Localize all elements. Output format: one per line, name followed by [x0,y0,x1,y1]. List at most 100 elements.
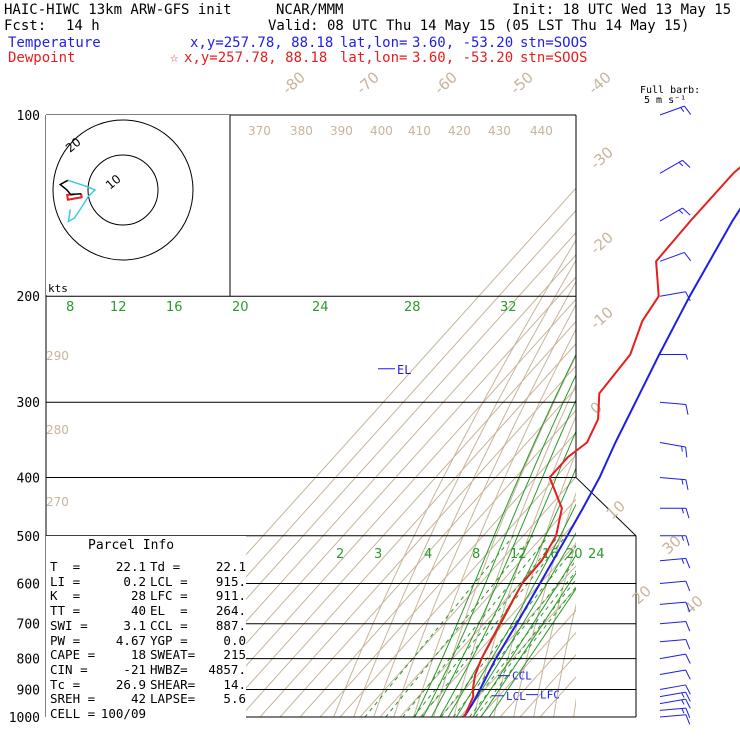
parcel-param-name: YGP = [150,632,188,648]
pressure-tick-label: 600 [17,577,40,592]
isotherm-line [299,409,576,717]
wind-barb-staff [659,653,686,660]
isotherm-label: -50 [507,68,537,98]
wind-barb-full [685,404,689,415]
pressure-tick-label: 300 [17,396,40,411]
parcel-param-value: 3.1 [123,617,146,633]
wind-barb-staff [659,691,686,698]
wind-barb [659,620,691,632]
wind-barb [659,653,691,664]
wind-barb [659,684,691,695]
mixing-ratio-line [364,535,514,717]
parcel-info-row: CIN = -21 HWBZ= 4857. [50,662,246,677]
isotherm-line [499,631,576,717]
wind-barb-full [685,691,691,702]
wind-barb-full [685,479,689,491]
mixing-ratio-label: 24 [588,547,605,562]
parcel-info-row: LI = 0.2 LCL = 915. [50,573,246,589]
dry-adiabat-line [533,540,576,717]
wind-barb [660,535,690,546]
wind-barb-staff [659,442,686,448]
wind-barb-full [685,621,691,632]
wind-barb-full [685,639,691,650]
isotherm-label: 40 [681,592,707,618]
dry-adiabat-line [592,115,740,730]
parcel-param-name: LCL = [150,573,188,589]
wind-barb-full [685,291,691,302]
wind-barb-full [685,669,691,680]
parcel-info-row: K = 28 LFC = 911. [50,589,246,603]
theta-label: 280 [46,423,69,437]
isotherm-line [239,342,576,717]
parcel-param-value: 5.6 [223,691,246,707]
isotherm-label: -70 [353,68,383,98]
parcel-info-row: T = 22.1 Td = 22.1 [50,560,246,574]
lcl-label: LCL [506,690,526,703]
theta-label: 440 [530,124,553,138]
moist-adiabat-line [480,572,576,717]
hodograph-trace-low [66,193,83,201]
pressure-tick-label: 200 [17,290,40,305]
wind-barb-staff [659,557,686,562]
mixing-ratio-label: 32 [500,300,517,315]
theta-label: 370 [248,124,271,138]
wind-barb [659,601,691,612]
sounding-profiles [463,166,740,718]
wind-barb [659,159,691,174]
moist-adiabat-line [414,353,576,717]
fcst-label: Fcst: [4,18,47,34]
wind-barb [659,691,691,702]
wind-barb [660,354,688,360]
theta-label: 290 [46,349,69,363]
dry-adiabat-line [613,115,740,730]
dewpoint-latlon-label: lat,lon= [340,50,408,66]
moist-adiabat-line [430,398,576,717]
moist-adiabat-line [488,588,576,717]
barb-legend-units: 5 m s⁻¹ [644,95,687,106]
isotherm-line [479,609,576,717]
dry-adiabat-line [493,451,576,717]
dry-adiabat-line [453,383,576,717]
wind-barb-staff [659,714,686,718]
center-label: NCAR/MMM [276,2,344,18]
parcel-info-row: SREH = 42 LAPSE= 5.6 [50,692,246,706]
wind-barb-column [659,105,692,725]
parcel-param-name: SWI = [50,617,88,633]
wind-barb-full [685,714,691,725]
mixing-ratio-label: 3 [374,547,382,562]
temperature-xy: x,y=257.78, 88.18 [190,35,334,51]
parcel-param-name: Tc = [50,676,81,692]
wind-barb [659,669,691,680]
parcel-param-name: EL = [150,603,188,619]
isotherm-line [539,676,576,717]
isotherm-label: -80 [279,68,309,98]
wind-barb-full [685,698,691,709]
fcst-value: 14 h [66,18,100,34]
dry-adiabat-line [633,115,740,730]
mixing-ratio-label: 4 [424,547,432,562]
isotherm-line [279,387,576,717]
isotherm-line [179,276,576,717]
isotherm-label: -40 [585,68,615,98]
isotherm-line [519,654,576,717]
dry-adiabat-line [714,115,740,730]
hodograph-ring-inner [87,154,159,226]
parcel-param-value: 911. [215,588,246,604]
parcel-param-name: CELL = [50,706,96,721]
parcel-param-value: 264. [215,603,246,619]
theta-label: 430 [488,124,511,138]
wind-barb [659,105,692,116]
dewpoint-profile [463,166,740,718]
wind-barb [659,580,691,592]
temperature-profile [463,207,740,718]
barb-legend-title: Full barb: [640,85,701,96]
hodograph-background [46,115,230,295]
dewpoint-xy: x,y=257.78, 88.18 [184,50,328,66]
mixing-ratio-label: 16 [166,300,183,315]
wind-barb [659,291,691,302]
dewpoint-latlon: 3.60, -53.20 [412,50,514,66]
parcel-param-value: 26.9 [115,676,146,692]
wind-barb-full [685,684,691,695]
wind-barb-staff [659,707,686,711]
dry-adiabat-line [353,259,576,717]
